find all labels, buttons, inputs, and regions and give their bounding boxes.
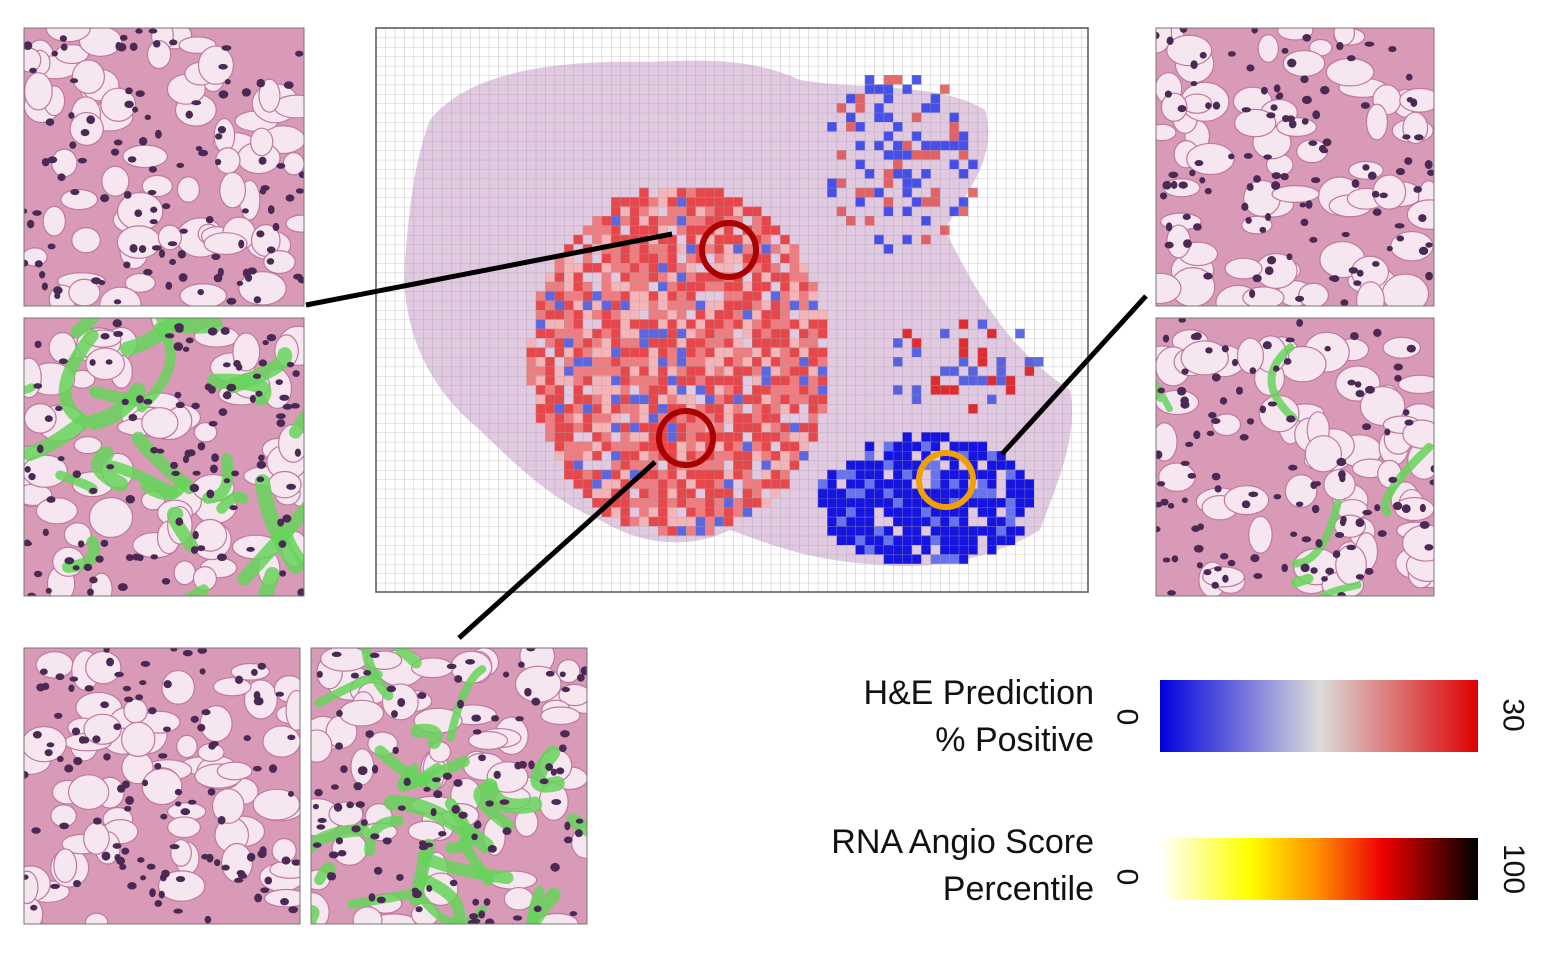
callout-line-right (1000, 294, 1148, 456)
he-prediction-title: H&E Prediction % Positive (863, 670, 1094, 764)
he-min-label: 0 (1110, 708, 1144, 726)
rna-title-line2: Percentile (942, 870, 1094, 908)
tile-mid-right-vessel-overlay (1155, 317, 1435, 597)
tile-mid-left-vessel-overlay (23, 317, 305, 597)
high-region-marker-bottom (656, 408, 716, 468)
he-prediction-colorbar (1160, 680, 1478, 752)
callout-line-top-left (305, 231, 673, 308)
tile-top-left-he (23, 27, 305, 307)
rna-max-label: 100 (1497, 843, 1531, 895)
slide-heatmap-panel (375, 27, 1089, 593)
he-title-line1: H&E Prediction (863, 674, 1094, 712)
callout-line-bottom (457, 460, 657, 640)
rna-angio-colorbar (1160, 838, 1478, 900)
tile-bottom-left-he (23, 647, 301, 925)
he-title-line2: % Positive (935, 721, 1094, 759)
rna-angio-title: RNA Angio Score Percentile (831, 819, 1094, 913)
high-region-marker-top (699, 220, 759, 280)
low-region-marker (916, 450, 976, 510)
tile-top-right-he (1155, 27, 1435, 307)
tile-bottom-mid-vessel-overlay (310, 647, 588, 925)
tissue-tiles (23, 27, 1435, 925)
rna-min-label: 0 (1110, 868, 1144, 886)
rna-title-line1: RNA Angio Score (831, 823, 1094, 861)
he-max-label: 30 (1496, 698, 1530, 732)
